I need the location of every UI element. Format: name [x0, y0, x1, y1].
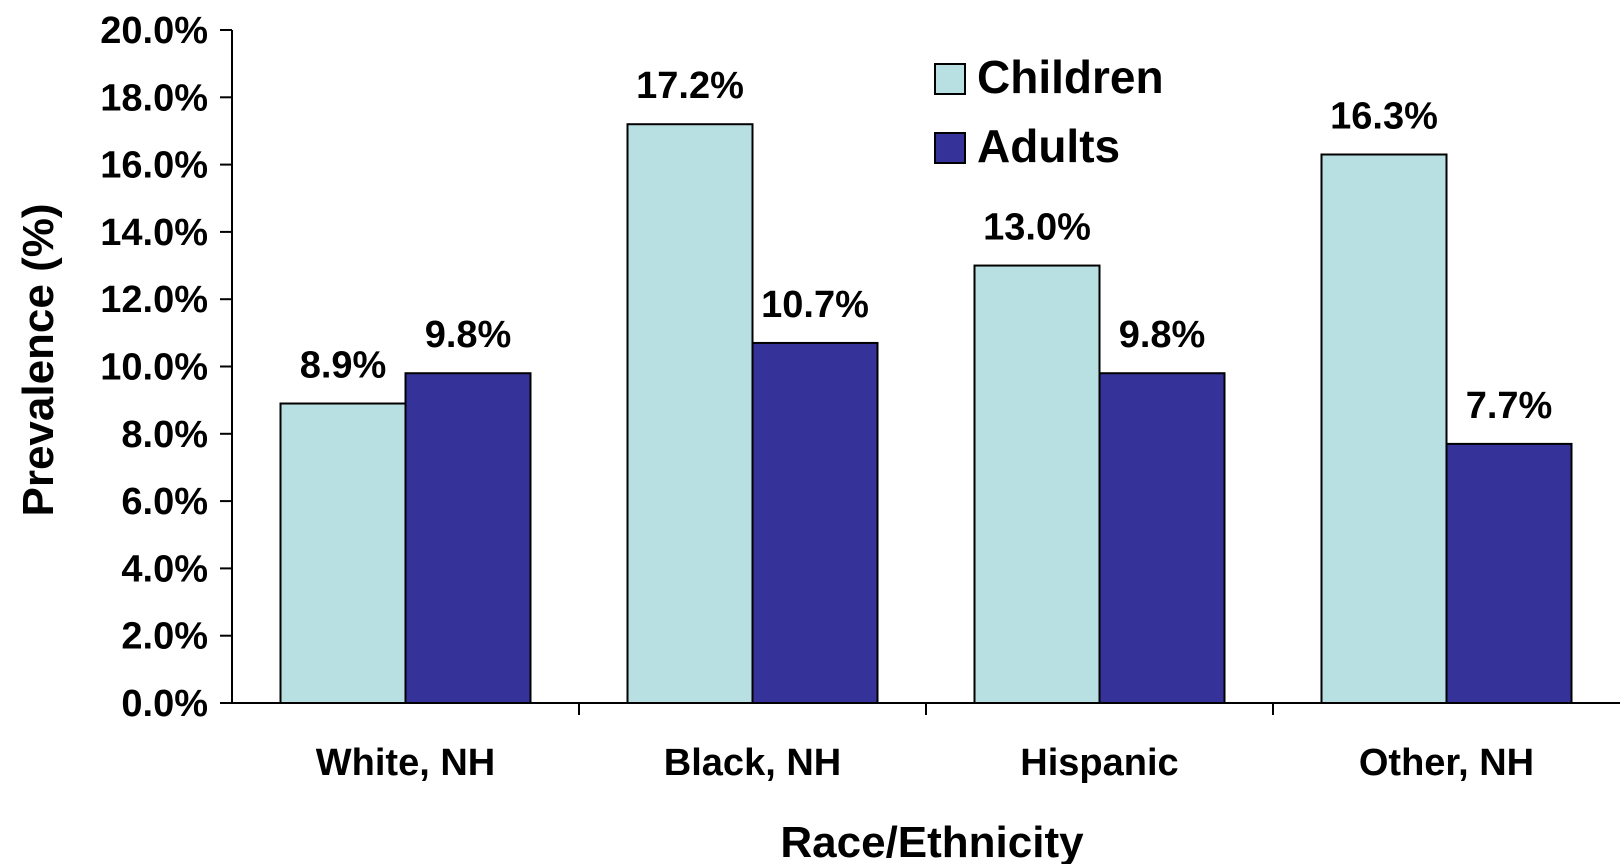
x-tick-label: Black, NH	[664, 742, 841, 784]
bar-adults	[1098, 372, 1226, 704]
data-label: 7.7%	[1466, 385, 1553, 427]
data-label: 10.7%	[761, 284, 869, 326]
data-labels: 8.9% 9.8% 17.2% 10.7% 13.0% 9.8% 16.3% 7.7%	[300, 65, 1553, 427]
bar-children	[1320, 153, 1448, 704]
y-tick-label: 16.0%	[100, 145, 208, 187]
y-tick-label: 20.0%	[100, 10, 208, 52]
data-label: 9.8%	[425, 314, 512, 356]
bar-children	[973, 264, 1101, 704]
y-tick-label: 12.0%	[100, 279, 208, 321]
bar-adults	[751, 341, 879, 704]
legend-label: Children	[977, 51, 1164, 103]
x-axis: White, NH Black, NH Hispanic Other, NH	[232, 702, 1620, 784]
bar-children	[279, 402, 407, 704]
data-label: 9.8%	[1119, 314, 1206, 356]
data-label: 8.9%	[300, 345, 387, 387]
y-tick-label: 2.0%	[121, 616, 208, 658]
bar-adults	[404, 372, 532, 704]
bar-adults	[1445, 442, 1573, 704]
y-tick-label: 4.0%	[121, 548, 208, 590]
bar-children	[626, 123, 754, 705]
legend-swatch-adults	[934, 132, 966, 164]
x-tick-label: Hispanic	[1020, 742, 1178, 784]
legend: Children Adults	[934, 51, 1164, 172]
y-tick-label: 18.0%	[100, 77, 208, 119]
y-tick-label: 6.0%	[121, 481, 208, 523]
data-label: 17.2%	[636, 65, 744, 107]
y-tick-label: 8.0%	[121, 414, 208, 456]
x-tick-label: White, NH	[316, 742, 495, 784]
legend-label: Adults	[977, 120, 1120, 172]
x-tick-label: Other, NH	[1359, 742, 1534, 784]
y-axis: 0.0% 2.0% 4.0% 6.0% 8.0% 10.0% 12.0% 14.0% 16.0%…	[100, 10, 233, 725]
data-label: 13.0%	[983, 207, 1091, 249]
y-tick-label: 10.0%	[100, 347, 208, 389]
bars	[279, 123, 1573, 705]
y-tick-label: 14.0%	[100, 212, 208, 254]
data-label: 16.3%	[1330, 96, 1438, 138]
legend-swatch-children	[934, 63, 966, 95]
y-axis-title: Prevalence (%)	[14, 203, 63, 516]
y-tick-label: 0.0%	[121, 683, 208, 725]
x-axis-title: Race/Ethnicity	[780, 818, 1084, 864]
